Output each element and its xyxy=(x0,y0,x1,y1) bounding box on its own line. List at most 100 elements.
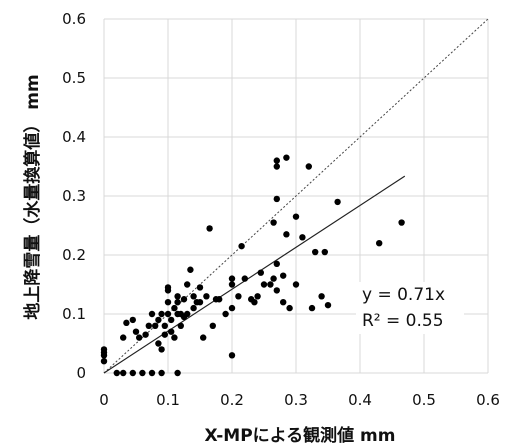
r-squared-label: R² = 0.55 xyxy=(362,311,444,331)
data-point xyxy=(161,322,168,329)
x-tick-label: 0.6 xyxy=(476,391,500,409)
data-point xyxy=(168,328,175,335)
data-point xyxy=(184,310,191,318)
data-point xyxy=(228,304,236,312)
data-point xyxy=(171,304,178,312)
data-point xyxy=(148,310,156,318)
data-point xyxy=(164,299,172,306)
data-point xyxy=(158,369,165,377)
data-point xyxy=(299,234,306,241)
x-tick-label: 0.1 xyxy=(156,391,180,409)
data-point xyxy=(267,281,274,288)
data-point xyxy=(171,334,178,341)
x-axis-label: X-MPによる観測値 mm xyxy=(205,425,396,446)
data-point xyxy=(283,154,290,161)
data-point xyxy=(187,266,194,273)
x-tick-label: 0 xyxy=(99,391,109,409)
data-point xyxy=(155,316,162,324)
data-point xyxy=(148,369,156,377)
x-tick-label: 0.2 xyxy=(220,391,244,409)
regression-equation: y = 0.71x xyxy=(362,285,445,305)
data-point xyxy=(142,331,149,338)
data-point xyxy=(318,293,325,300)
x-tick-label: 0.3 xyxy=(284,391,308,409)
data-point xyxy=(100,346,108,353)
data-point xyxy=(164,310,172,318)
y-tick-label: 0.2 xyxy=(62,246,86,264)
data-points xyxy=(100,154,405,377)
data-point xyxy=(305,163,312,170)
data-point xyxy=(273,163,280,170)
data-point xyxy=(321,248,328,256)
data-point xyxy=(270,275,277,282)
data-point xyxy=(280,272,287,279)
data-point xyxy=(190,304,197,312)
data-point xyxy=(145,322,152,329)
data-point xyxy=(155,340,162,347)
data-point xyxy=(164,284,172,291)
data-point xyxy=(273,260,280,268)
x-tick-label: 0.4 xyxy=(348,391,372,409)
data-point xyxy=(292,281,300,288)
data-point xyxy=(273,287,280,294)
data-point xyxy=(196,299,204,306)
data-point xyxy=(100,358,108,365)
data-point xyxy=(120,334,127,341)
y-tick-label: 0.5 xyxy=(62,69,86,87)
data-point xyxy=(222,310,229,318)
data-point xyxy=(257,269,264,276)
data-point xyxy=(129,316,136,324)
data-point xyxy=(254,293,261,300)
data-point xyxy=(334,198,341,206)
data-point xyxy=(184,281,191,288)
data-point xyxy=(196,284,204,291)
y-tick-label: 0.4 xyxy=(62,128,86,146)
data-point xyxy=(228,352,236,359)
data-point xyxy=(280,299,287,306)
data-point xyxy=(251,299,258,306)
data-point xyxy=(216,296,223,303)
data-point xyxy=(270,219,277,226)
data-point xyxy=(260,281,268,288)
data-point xyxy=(132,328,140,335)
data-point xyxy=(324,301,332,309)
data-point xyxy=(174,369,181,377)
data-point xyxy=(283,231,290,238)
data-point xyxy=(136,334,143,341)
data-point xyxy=(113,369,121,377)
data-point xyxy=(123,319,130,327)
data-point xyxy=(286,304,293,312)
data-point xyxy=(200,334,207,341)
data-point xyxy=(152,322,159,329)
data-point xyxy=(398,219,405,226)
data-point xyxy=(158,346,165,353)
data-point xyxy=(168,316,175,324)
regression-annotation-box xyxy=(356,282,464,334)
data-point xyxy=(190,293,197,300)
data-point xyxy=(206,225,213,232)
y-tick-label: 0.6 xyxy=(62,10,86,28)
data-point xyxy=(120,369,127,377)
data-point xyxy=(139,369,146,377)
y-tick-label: 0 xyxy=(76,364,86,382)
y-tick-labels: 0 0.1 0.2 0.3 0.4 0.5 0.6 xyxy=(62,10,86,382)
data-point xyxy=(228,281,236,288)
data-point xyxy=(235,293,242,300)
data-point xyxy=(273,157,280,164)
data-point xyxy=(292,213,300,220)
data-point xyxy=(228,275,236,282)
y-tick-label: 0.1 xyxy=(62,305,86,323)
data-point xyxy=(203,293,210,300)
data-point xyxy=(129,369,136,377)
y-axis-label: 地上降雪量（水量換算値） mm xyxy=(22,74,43,319)
data-point xyxy=(174,293,181,300)
data-point xyxy=(174,299,181,306)
regression-line xyxy=(103,175,406,374)
data-point xyxy=(312,248,319,256)
data-point xyxy=(376,240,383,247)
data-point xyxy=(241,275,248,282)
one-to-one-reference-line xyxy=(103,18,489,374)
data-point xyxy=(180,296,188,303)
data-point xyxy=(238,242,245,250)
